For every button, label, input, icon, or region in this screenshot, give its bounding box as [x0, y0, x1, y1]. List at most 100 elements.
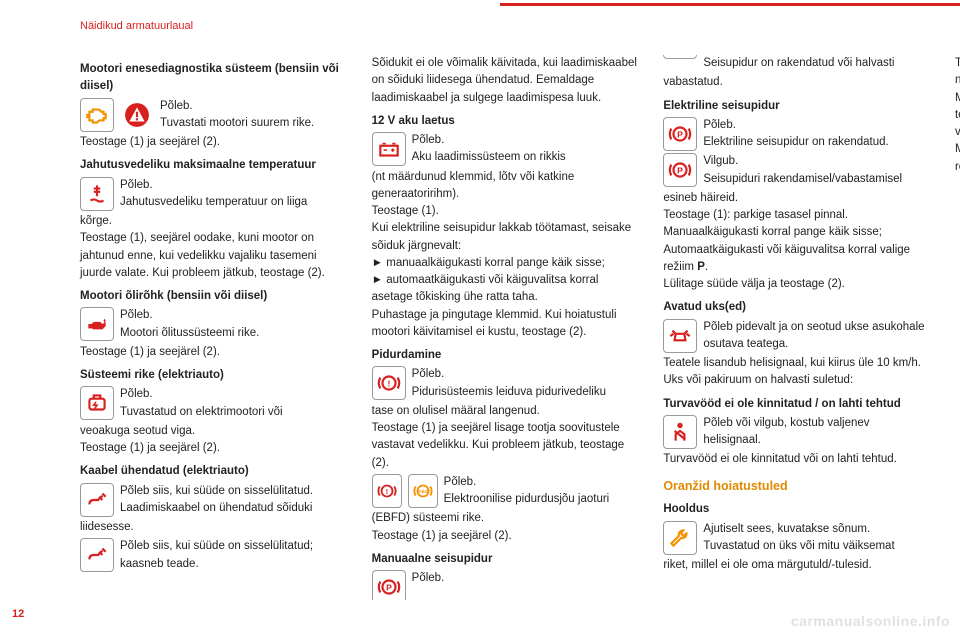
text: manuaalkäigukasti korral pange käik siss…: [386, 257, 605, 269]
text: Vilgub.: [703, 153, 930, 170]
text: Teatele lisandub helisignaal, kui kiirus…: [663, 355, 930, 372]
text: Laadimiskaabel on ühendatud sõiduki: [120, 500, 347, 517]
text: liidesesse.: [80, 519, 347, 536]
text: Seisupiduri rakendamisel/vabastamisel: [703, 171, 930, 188]
text: Tuvastatud on üks või mitu väiksemat: [703, 538, 930, 555]
heading-cable: Kaabel ühendatud (elektriauto): [80, 463, 347, 480]
svg-text:!: !: [385, 487, 387, 496]
text: Turvavööd ei ole kinnitatud või on lahti…: [663, 451, 930, 468]
heading-door-open: Avatud uks(ed): [663, 299, 930, 316]
parking-brake-icon: P: [663, 117, 697, 151]
seatbelt-icon: [663, 415, 697, 449]
text: Aku laadimissüsteem on rikkis: [412, 149, 639, 166]
text: veoakuga seotud viga.: [80, 423, 347, 440]
text: vabastatud.: [663, 74, 930, 91]
text: Puhastage ja pingutage klemmid. Kui hoia…: [372, 307, 639, 342]
temperature-icon: [80, 177, 114, 211]
bullet: ► manuaalkäigukasti korral pange käik si…: [372, 255, 639, 272]
text: Teostage (1) ja seejärel (2).: [80, 440, 347, 457]
heading-braking: Pidurdamine: [372, 347, 639, 364]
page-content: Mootori enesediagnostika süsteem (bensii…: [80, 55, 930, 600]
row-coolant: Põleb. Jahutusvedeliku temperatuur on li…: [80, 177, 347, 212]
text: Teostage (1).: [372, 203, 639, 220]
text: Elektroonilise pidurdusjõu jaoturi: [444, 491, 639, 508]
brake-warning-icon: !: [372, 366, 406, 400]
parking-brake-icon: P: [663, 153, 697, 187]
text: Pidurisüsteemis leiduva pidurivedeliku: [412, 384, 639, 401]
text: Jahutusvedeliku temperatuur on liiga: [120, 194, 347, 211]
text: Põleb.: [412, 366, 639, 383]
text: esineb häireid.: [663, 190, 930, 207]
plug-icon: [80, 483, 114, 517]
text: Teostage (1) ja seejärel (2).: [372, 528, 639, 545]
row-service: Ajutiselt sees, kuvatakse sõnum. Tuvasta…: [663, 521, 930, 556]
text: automaatkäigukasti või käiguvalitsa korr…: [372, 274, 599, 303]
wrench-icon: [663, 521, 697, 555]
text: Põleb.: [120, 307, 347, 324]
plug-icon: [80, 538, 114, 572]
heading-service: Hooldus: [663, 501, 930, 518]
text: Põleb pidevalt ja on seotud ukse asukoha…: [703, 319, 930, 354]
text: Uks või pakiruum on halvasti suletud:: [663, 372, 930, 389]
text: Seisupidur on rakendatud või halvasti: [703, 55, 930, 72]
row-engine-diag: Põleb. Tuvastati mootori suurem rike.: [80, 98, 347, 133]
text: .: [705, 261, 708, 273]
text: Tehke rikke põhjus kindlaks, kasutades s…: [955, 55, 960, 90]
brake-warning-icon: !: [372, 474, 402, 508]
text: Tuvastati mootori suurem rike.: [160, 115, 347, 132]
warning-triangle-icon: [120, 98, 154, 132]
text: (nt määrdunud klemmid, lõtv või katkine …: [372, 169, 639, 204]
heading-battery: 12 V aku laetus: [372, 113, 639, 130]
svg-text:ABS: ABS: [418, 489, 428, 494]
row-brake-fluid: ! Põleb. Pidurisüsteemis leiduva piduriv…: [372, 366, 639, 401]
engine-icon: [80, 98, 114, 132]
row-battery: Põleb. Aku laadimissüsteem on rikkis: [372, 132, 639, 167]
door-open-icon: [663, 319, 697, 353]
text: Põleb siis, kui süüde on sisselülitatud;…: [120, 538, 347, 573]
text: Põleb.: [120, 386, 347, 403]
abs-icon: ABS: [408, 474, 438, 508]
text: Elektriline seisupidur on rakendatud.: [703, 134, 930, 151]
text: Kui elektriline seisupidur lakkab töötam…: [372, 220, 639, 255]
row-elec-pbrake: P Põleb. Elektriline seisupidur on raken…: [663, 117, 930, 152]
heading-oil: Mootori õlirõhk (bensiin või diisel): [80, 288, 347, 305]
text: Muude probleemide korral, näiteks seoses…: [955, 141, 960, 176]
heading-seatbelt: Turvavööd ei ole kinnitatud / on lahti t…: [663, 396, 930, 413]
heading-elec-pbrake: Elektriline seisupidur: [663, 98, 930, 115]
text: P: [697, 261, 705, 273]
text: Lülitage süüde välja ja teostage (2).: [663, 276, 930, 293]
text: Teostage (1) ja seejärel lisage tootja s…: [372, 420, 639, 472]
text: Teostage (1), seejärel oodake, kuni moot…: [80, 230, 347, 282]
text: Manuaalkäigukasti korral pange käik siss…: [663, 224, 930, 276]
text: kõrge.: [80, 213, 347, 230]
text: Põleb.: [412, 570, 639, 587]
heading-manual-pbrake: Manuaalne seisupidur: [372, 551, 639, 568]
text: Põleb.: [120, 177, 347, 194]
heading-engine-diag: Mootori enesediagnostika süsteem (bensii…: [80, 61, 347, 96]
text: Teostage (1): parkige tasasel pinnal.: [663, 207, 930, 224]
watermark: carmanualsonline.info: [791, 611, 950, 632]
row-seatbelt: Põleb või vilgub, kostub valjenev helisi…: [663, 415, 930, 450]
text: Põleb või vilgub, kostub valjenev helisi…: [703, 415, 930, 450]
text: Põleb.: [412, 132, 639, 149]
heading-ev-fault: Süsteemi rike (elektriauto): [80, 367, 347, 384]
row-oil: Põleb. Mootori õlitussüsteemi rike.: [80, 307, 347, 342]
text: Põleb.: [703, 117, 930, 134]
text: Põleb.: [160, 98, 347, 115]
text: Mootori õlitussüsteemi rike.: [120, 325, 347, 342]
svg-text:!: !: [387, 379, 390, 389]
row-door-open: Põleb pidevalt ja on seotud ukse asukoha…: [663, 319, 930, 354]
row-cable-1: Põleb siis, kui süüde on sisselülitatud.…: [80, 483, 347, 518]
text: Teostage (1) ja seejärel (2).: [80, 344, 347, 361]
bullet: ► automaatkäigukasti või käiguvalitsa ko…: [372, 272, 639, 307]
text: Põleb siis, kui süüde on sisselülitatud.: [120, 483, 347, 500]
text: Tuvastatud on elektrimootori või: [120, 404, 347, 421]
row-cable-2: Põleb siis, kui süüde on sisselülitatud;…: [80, 538, 347, 573]
text: riket, millel ei ole oma märgutuld/-tule…: [663, 557, 930, 574]
text: Sõidukit ei ole võimalik käivitada, kui …: [372, 55, 639, 107]
text: Ajutiselt sees, kuvatakse sõnum.: [703, 521, 930, 538]
page-number: 12: [12, 606, 24, 623]
text: Mõnede riketega võib teil olla võimalik …: [955, 90, 960, 142]
text: tase on olulisel määral langenud.: [372, 403, 639, 420]
text: Põleb.: [444, 474, 639, 491]
